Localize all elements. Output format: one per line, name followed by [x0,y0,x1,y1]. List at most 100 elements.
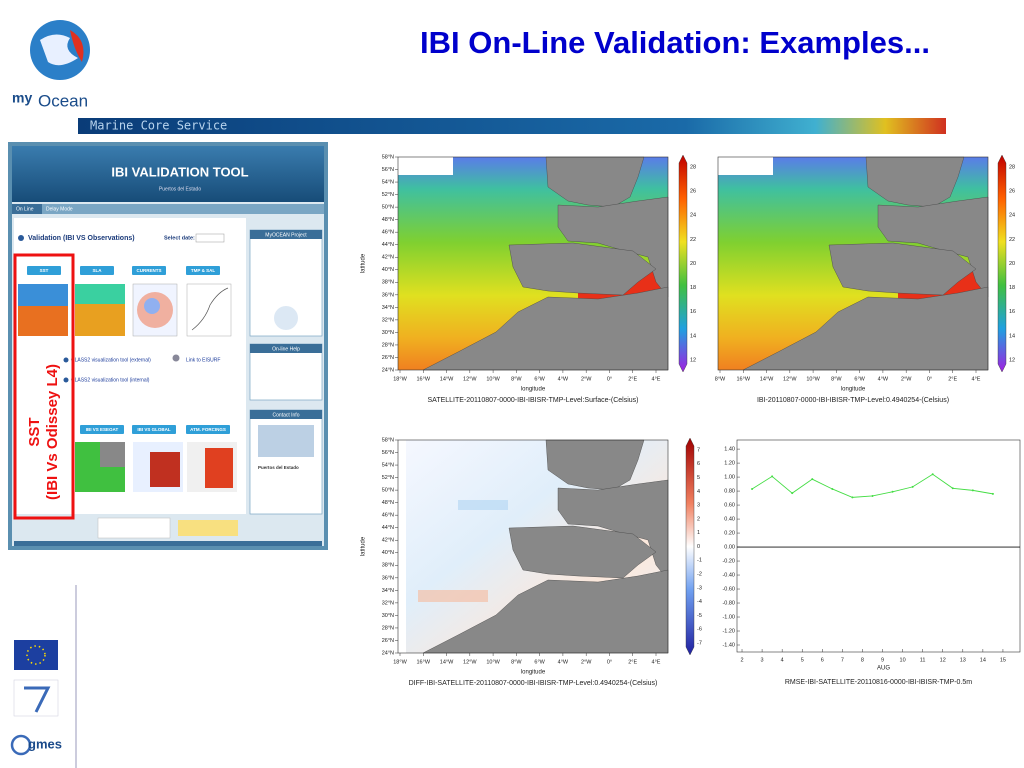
colorbar [685,437,695,656]
map-caption: DIFF-IBI-SATELLITE-20110807-0000-IBI-IBI… [409,680,658,687]
x-axis-label: AUG [877,666,890,672]
x-axis-label: longitude [521,387,546,393]
x-tick-label: 4 [781,657,784,663]
lat-tick-label: 52°N [382,475,394,481]
tool-button-label[interactable]: IBI VS ESEOAT [86,427,119,432]
lon-tick-label: 6°W [854,376,865,382]
colorbar-tick-label: -5 [697,613,702,619]
x-tick-label: 3 [761,657,764,663]
colorbar-tick-label: -7 [697,640,702,646]
lon-tick-label: 2°E [628,376,637,382]
lon-tick-label: 4°W [558,659,569,665]
lon-tick-label: 10°W [486,376,500,382]
lat-tick-label: 30°N [382,613,394,619]
lat-tick-label: 34°N [382,305,394,311]
myocean-logo: my Ocean [12,20,90,110]
y-tick-label: -1.40 [722,642,735,648]
tool-button-label[interactable]: SLA [93,268,103,273]
link[interactable]: CLASS2 visualization tool (internal) [71,377,150,383]
tool-button[interactable] [27,266,61,275]
lon-tick-label: 2°W [901,376,912,382]
lat-tick-label: 32°N [382,317,394,323]
tab[interactable]: Delay Mode [46,206,73,212]
y-axis-label: latitude [361,536,367,556]
lon-tick-label: 12°W [463,659,477,665]
lat-tick-label: 38°N [382,563,394,569]
tool-button[interactable] [186,266,220,275]
tool-button-label[interactable]: ATM. FORCINGS [190,427,226,432]
lon-tick-label: 16°W [417,659,431,665]
x-tick-label: 10 [900,657,906,663]
lon-tick-label: 2°E [948,376,957,382]
tool-button-label[interactable]: CURRENTS [136,268,161,273]
lon-tick-label: 8°W [715,376,726,382]
lat-tick-label: 28°N [382,625,394,631]
lon-tick-label: 18°W [393,659,407,665]
point [871,494,874,497]
link[interactable]: Link to EISURF [186,357,220,363]
lon-tick-label: 0° [607,659,612,665]
colorbar-tick-label: 22 [1009,237,1015,243]
tool-button[interactable] [132,425,176,434]
lon-tick-label: 6°W [534,376,545,382]
lat-tick-label: 40°N [382,550,394,556]
lon-tick-label: 4°W [878,376,889,382]
colorbar-tick-label: -6 [697,627,702,633]
point [811,478,814,481]
colorbar-tick-label: 18 [690,285,696,291]
x-tick-label: 11 [920,657,926,663]
highlight-box [13,253,75,520]
colorbar-tick-label: 24 [1009,213,1015,219]
map: 8°W 16°W 14°W 12°W 10°W 8°W 6°W 4°W 2°W 0° 2°E 4°E l… [715,154,1015,404]
colorbar [678,154,688,373]
sidebar-header: Contact Info [273,412,300,418]
colorbar-tick-label: 2 [697,516,700,522]
logo-text: Ocean [38,91,88,110]
land [828,242,977,296]
eu-flag [14,640,58,670]
lat-tick-label: 52°N [382,192,394,198]
colorbar-tick-label: -4 [697,599,702,605]
colorbar-tick-label: 4 [697,489,700,495]
tool-button[interactable] [80,425,124,434]
point [971,489,974,492]
colorbar-tick-label: 14 [1009,333,1015,339]
colorbar-tick-label: 26 [1009,189,1015,195]
anomaly [458,500,508,510]
lon-tick-label: 8°W [831,376,842,382]
point [751,487,754,490]
tool-button[interactable] [80,266,114,275]
lon-tick-label: 12°W [463,376,477,382]
tool-button[interactable] [132,266,166,275]
link[interactable]: CLASS2 visualization tool (external) [71,357,151,363]
tab[interactable]: On Line [16,206,34,212]
lon-tick-label: 8°W [511,659,522,665]
x-tick-label: 6 [821,657,824,663]
colorbar-tick-label: 20 [1009,261,1015,267]
colorbar-tick-label: 12 [690,357,696,363]
sidebar-header: On-line Help [272,346,300,352]
y-tick-label: 0.80 [724,489,735,495]
lon-tick-label: 4°E [652,376,661,382]
tool-button-label[interactable]: IBI VS GLOBAL [137,427,171,432]
lat-tick-label: 36°N [382,292,394,298]
x-axis-label: longitude [521,670,546,676]
land [508,525,657,579]
tool-button[interactable] [186,425,230,434]
point [991,492,994,495]
lat-tick-label: 50°N [382,205,394,211]
lon-tick-label: 2°W [581,659,592,665]
lat-tick-label: 42°N [382,255,394,261]
map-frame [397,439,669,654]
y-tick-label: -1.20 [722,628,735,634]
colorbar [997,154,1007,373]
date-input[interactable] [195,233,225,243]
colorbar-tick-label: 14 [690,333,696,339]
tool-button-label[interactable]: TMP & SAL [191,268,215,273]
lat-tick-label: 26°N [382,355,394,361]
colorbar-tick-label: 24 [690,213,696,219]
lat-tick-label: 54°N [382,180,394,186]
tool-button-label[interactable]: SST [40,268,49,273]
map-frame [717,156,989,371]
